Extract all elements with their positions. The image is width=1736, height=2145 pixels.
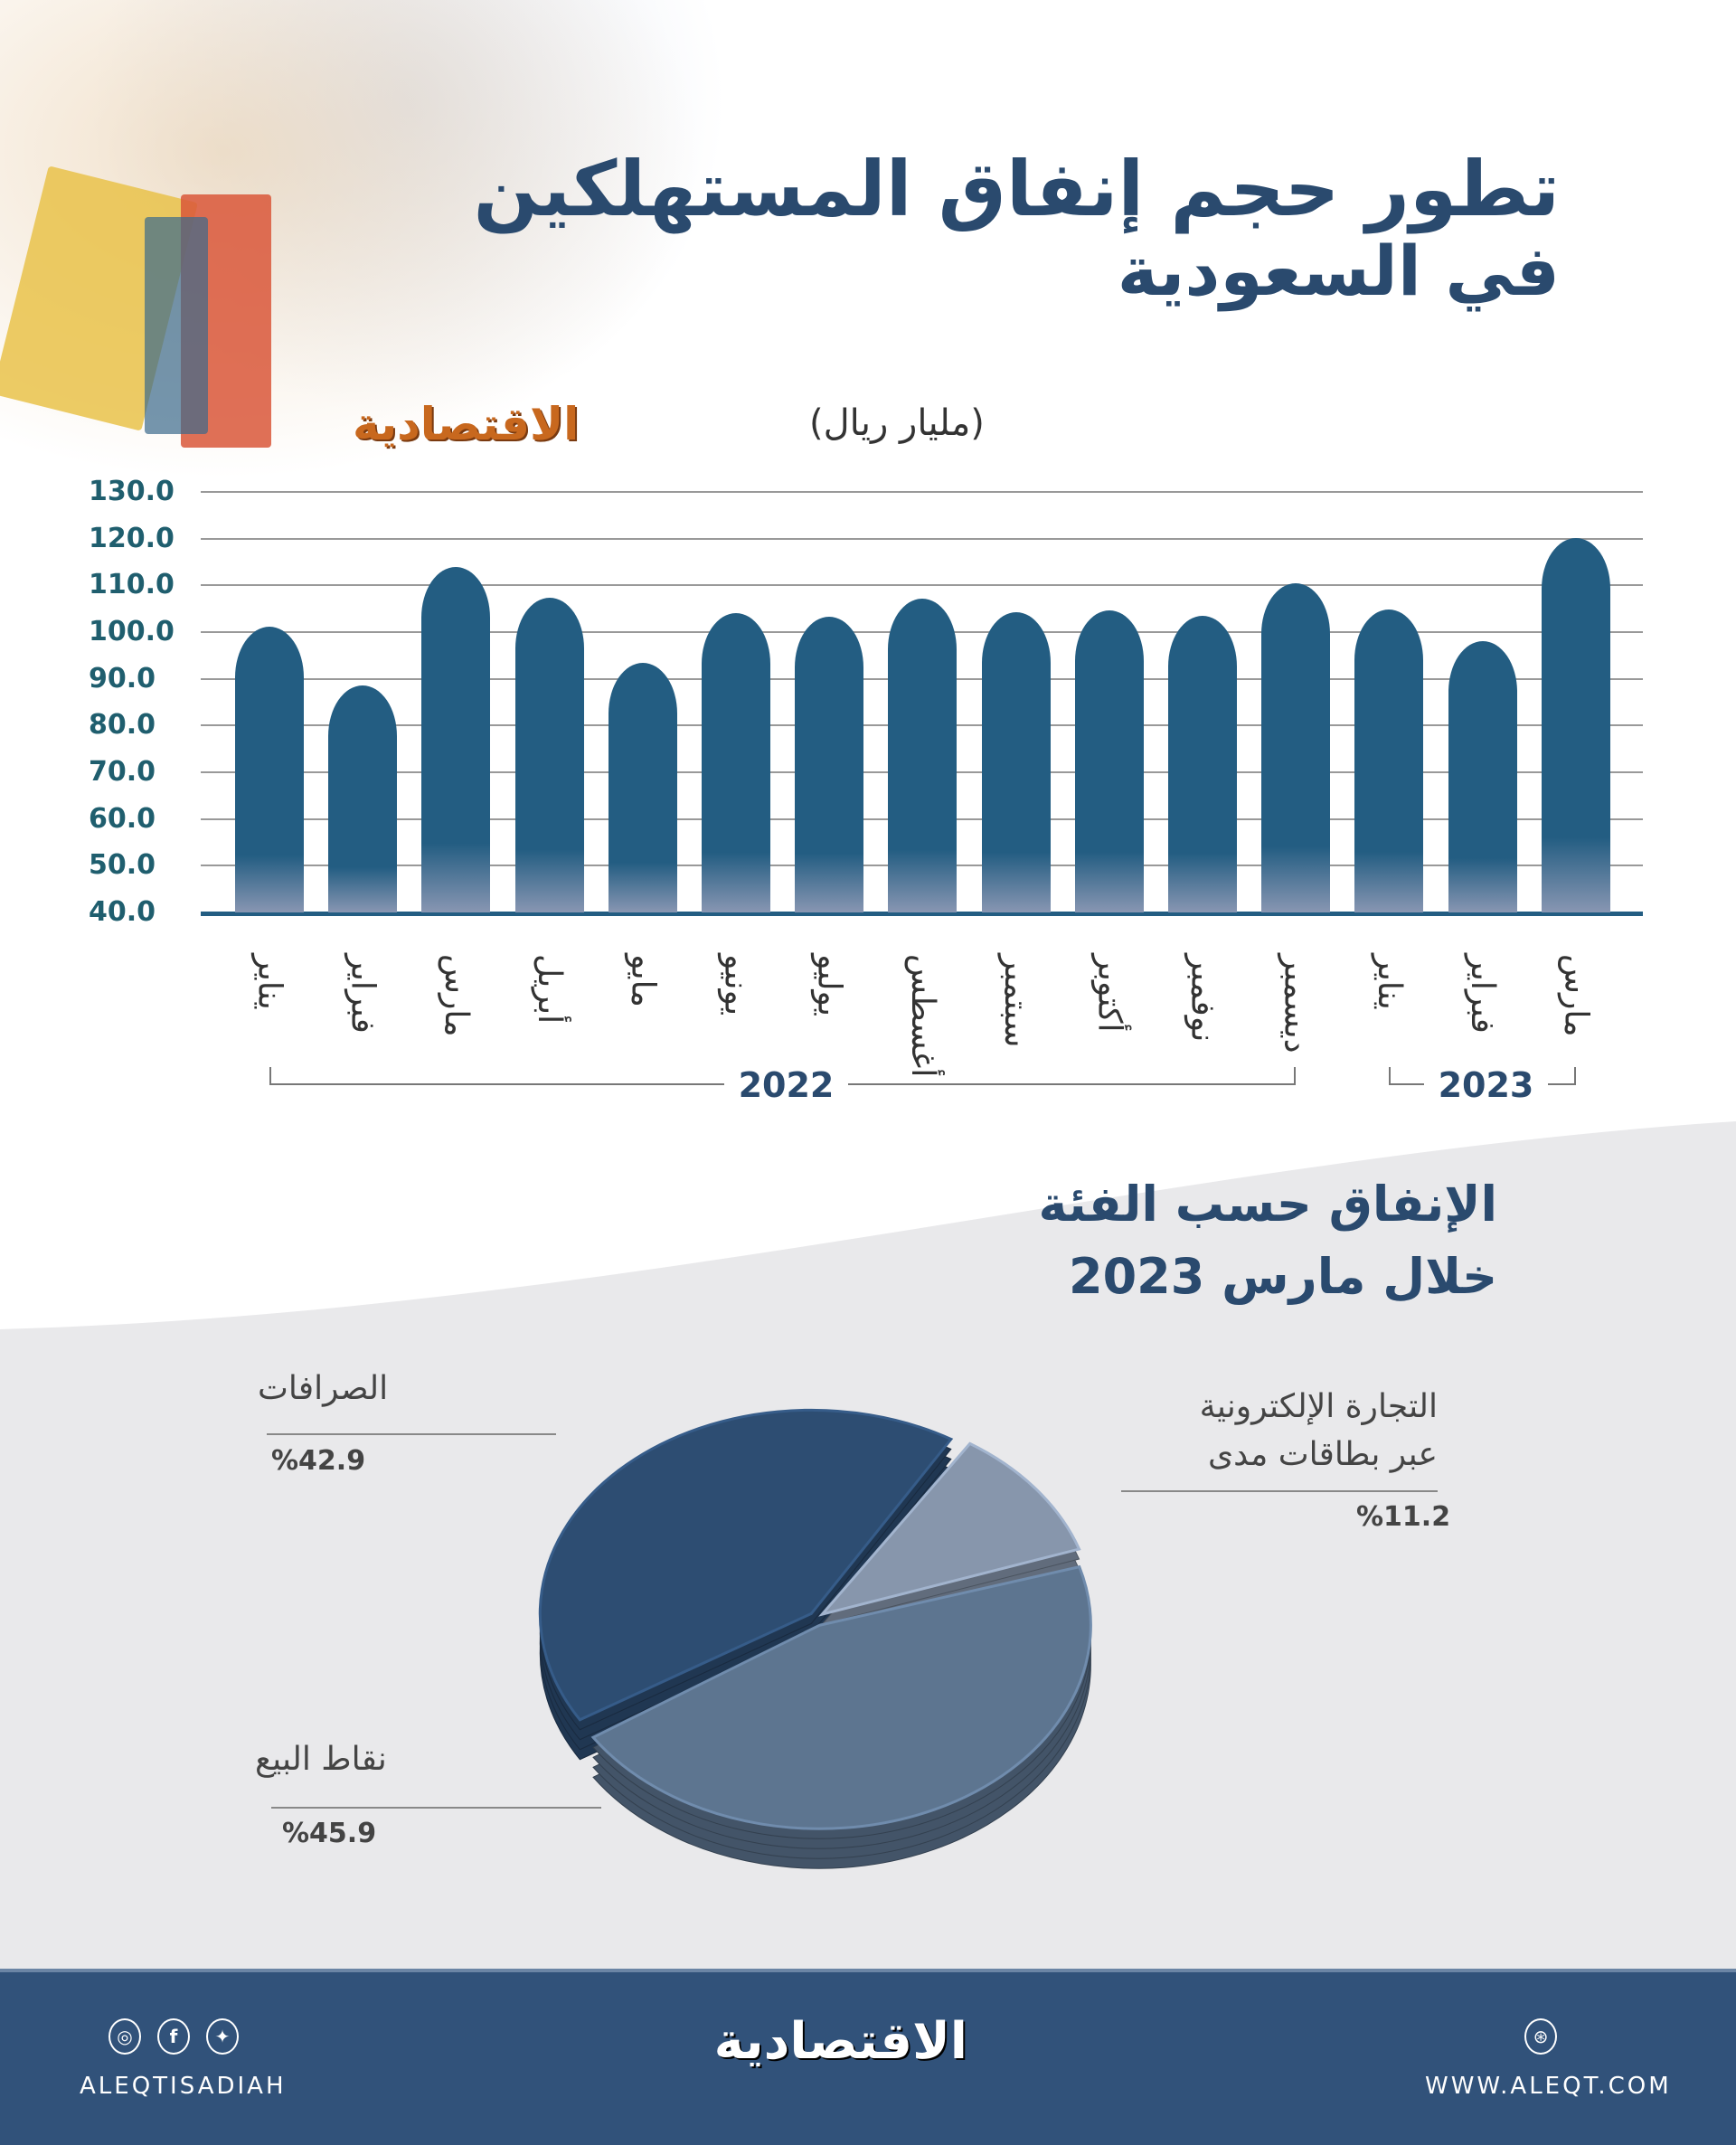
x-tick-label: أغسطس [903, 954, 941, 1078]
footer [0, 1969, 1736, 2145]
instagram-icon[interactable]: ◎ [108, 2018, 141, 2055]
pie-label-ecommerce: التجارة الإلكترونية [1199, 1388, 1438, 1425]
bar-chart: 130.0 120.0 110.0 100.0 90.0 80.0 70.0 60.0 50.0… [89, 476, 1643, 1105]
brand-logo: الاقتصادية [353, 398, 580, 450]
x-tick-label: يناير [250, 954, 288, 1010]
pie-subtitle: خلال مارس 2023 [1069, 1248, 1497, 1305]
year-label: 2022 [723, 1065, 849, 1105]
y-tick-label: 60.0 [89, 802, 156, 835]
bar [1448, 640, 1517, 912]
y-tick-label: 100.0 [89, 616, 175, 647]
bar [608, 663, 677, 912]
blue-bag [145, 217, 208, 434]
year-label: 2023 [1423, 1065, 1549, 1105]
y-tick-label: 130.0 [89, 476, 175, 507]
pie-value-ecommerce: %11.2 [1356, 1501, 1451, 1533]
x-tick-label: مارس [437, 954, 475, 1037]
bar [514, 598, 584, 912]
website-link[interactable]: WWW.ALEQT.COM [1425, 2073, 1672, 2100]
header-photo [0, 0, 741, 506]
pie-title: الإنفاق حسب الفئة [1038, 1176, 1498, 1233]
y-tick-label: 40.0 [89, 896, 156, 928]
bar [421, 567, 491, 912]
social-handle[interactable]: ALEQTISADIAH [80, 2073, 287, 2100]
bar [888, 598, 958, 912]
pie-slice [818, 1441, 1081, 1617]
bar [1541, 538, 1610, 912]
x-tick-label: ديسمبر [1277, 954, 1315, 1054]
y-tick-label: 110.0 [89, 569, 175, 601]
gridline [201, 537, 1643, 540]
bar [981, 611, 1051, 912]
bar [235, 627, 304, 912]
pie-chart [538, 1408, 1092, 1869]
pie-value-atm: %42.9 [271, 1445, 366, 1477]
footer-logo: الاقتصادية [713, 2012, 967, 2071]
pie-label-pos: نقاط البيع [255, 1741, 387, 1778]
x-tick-label: يوليو [810, 954, 848, 1017]
y-tick-label: 80.0 [89, 709, 156, 742]
y-tick-label: 120.0 [89, 522, 175, 554]
y-tick-label: 70.0 [89, 756, 156, 788]
gridline [201, 584, 1643, 587]
page-subtitle: في السعودية [1117, 231, 1560, 311]
pie-label-atm: الصرافات [258, 1370, 389, 1407]
gridline [201, 491, 1643, 493]
x-axis-line [201, 912, 1643, 916]
x-tick-label: أكتوبر [1090, 954, 1128, 1033]
section-wave [0, 1112, 1736, 1329]
unit-label: (مليار ريال) [809, 402, 985, 444]
pie-slice [590, 1564, 1092, 1830]
x-tick-label: مارس [1557, 954, 1595, 1037]
pie-label-ecommerce-line2: عبر بطاقات مدى [1207, 1436, 1438, 1473]
y-tick-label: 50.0 [89, 849, 156, 882]
leader-line-ecommerce [1121, 1490, 1438, 1492]
facebook-icon[interactable]: f [157, 2018, 190, 2055]
bar [1354, 609, 1424, 912]
y-tick-label: 90.0 [89, 662, 156, 695]
leader-line-pos [271, 1807, 601, 1809]
x-tick-label: أبريل [531, 954, 569, 1025]
bar [1261, 583, 1331, 912]
x-tick-label: سبتمبر [997, 954, 1035, 1048]
x-tick-label: فبراير [1464, 954, 1502, 1034]
x-tick-label: نوفمبر [1184, 954, 1222, 1043]
leader-line-atm [267, 1433, 556, 1435]
x-tick-label: يناير [1370, 954, 1408, 1010]
page-title: تطور حجم إنفاق المستهلكين [473, 145, 1560, 233]
twitter-icon[interactable]: ✦ [206, 2018, 239, 2055]
pie-slice [538, 1408, 954, 1722]
bar [702, 612, 770, 912]
bar [328, 685, 398, 912]
bar [795, 616, 864, 912]
x-tick-label: مايو [624, 954, 662, 1007]
pie-value-pos: %45.9 [282, 1818, 377, 1849]
x-tick-label: يونيو [717, 954, 755, 1016]
website-icon[interactable]: ⊛ [1524, 2018, 1557, 2055]
bar [1168, 615, 1237, 912]
bar [1074, 610, 1144, 912]
x-tick-label: فبراير [344, 954, 382, 1034]
